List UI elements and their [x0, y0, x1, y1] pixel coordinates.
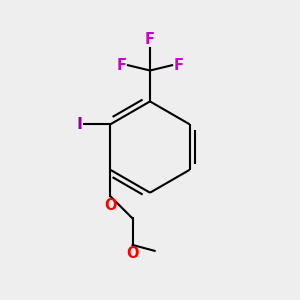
Text: F: F: [145, 32, 155, 47]
Text: O: O: [104, 198, 117, 213]
Text: I: I: [76, 117, 82, 132]
Text: O: O: [126, 246, 139, 261]
Text: F: F: [117, 58, 127, 73]
Text: F: F: [173, 58, 183, 73]
